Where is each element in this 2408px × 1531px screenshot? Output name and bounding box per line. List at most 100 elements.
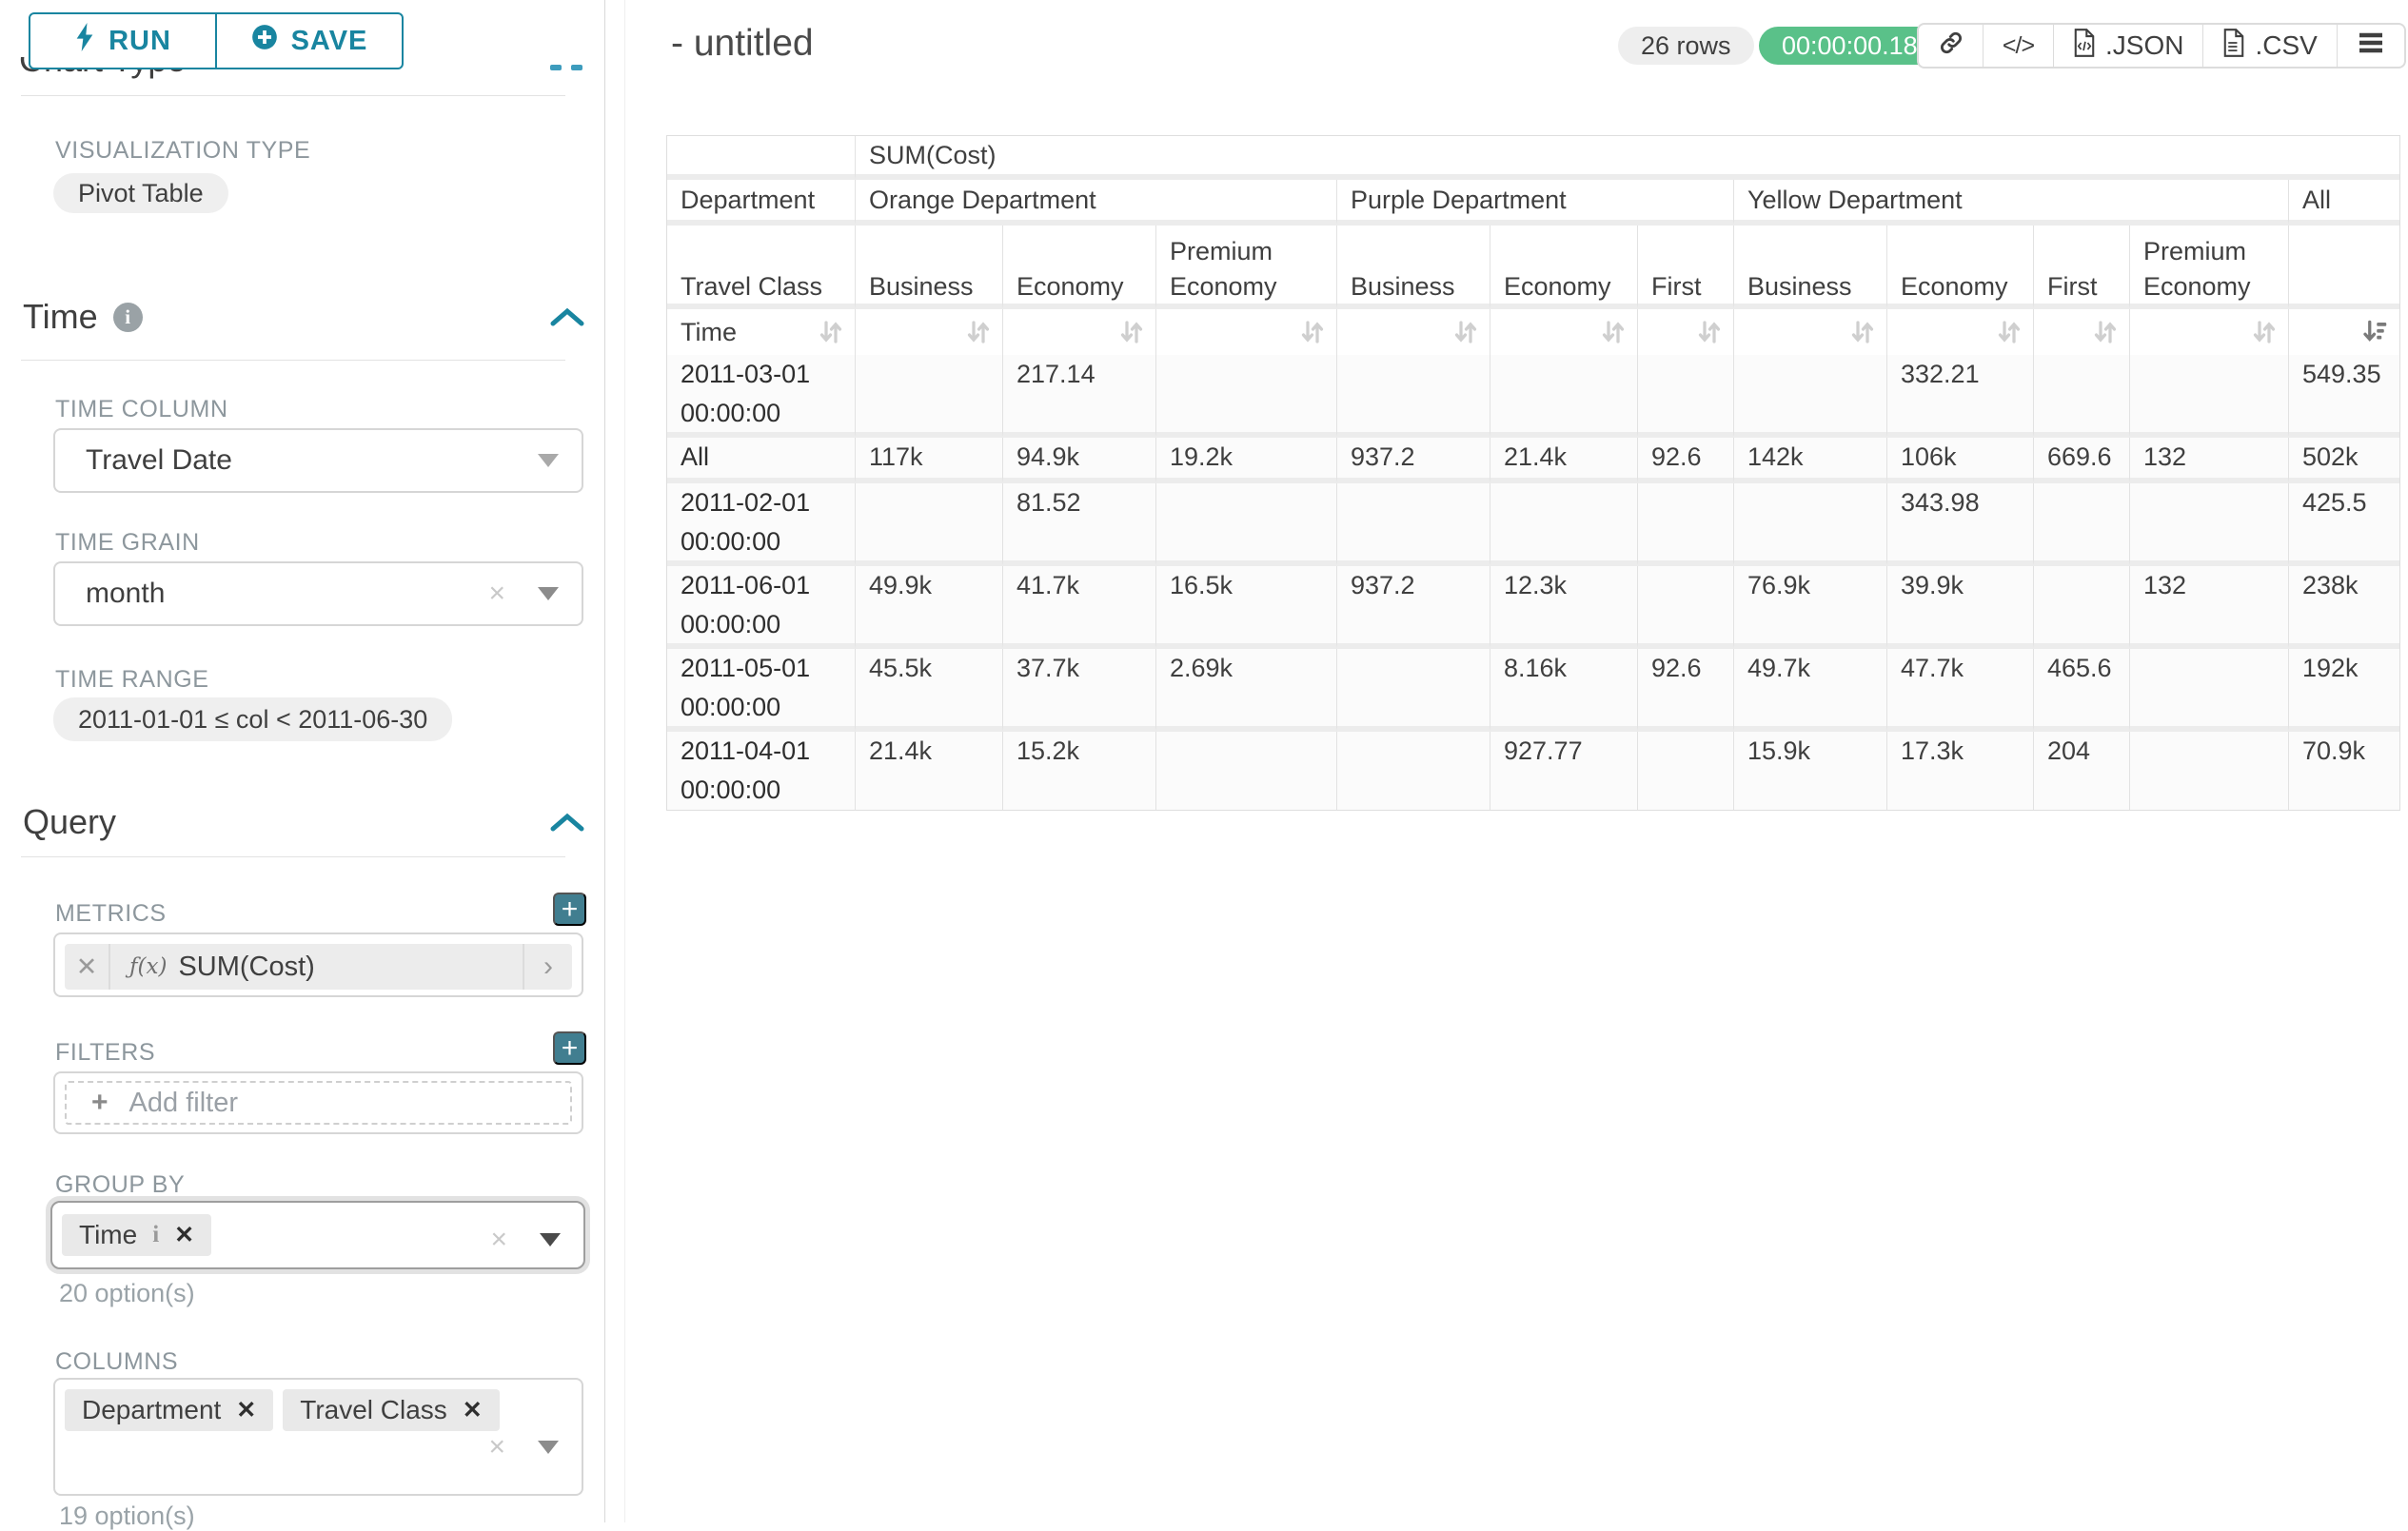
pivot-value-cell (2130, 483, 2289, 566)
collapse-query-section[interactable] (550, 812, 584, 833)
query-duration-badge: 00:00:00.18 (1759, 27, 1941, 65)
time-range-pill[interactable]: 2011-01-01 ≤ col < 2011-06-30 (53, 697, 453, 741)
add-filter-plus-button[interactable]: + (553, 1031, 586, 1065)
group-by-options-hint: 20 option(s) (59, 1279, 195, 1307)
add-filter-button[interactable]: + Add filter (65, 1081, 572, 1125)
function-icon: ƒ(x) (129, 954, 168, 979)
pivot-value-cell: 132 (2130, 438, 2289, 483)
chevron-down-icon[interactable] (540, 1233, 561, 1246)
pivot-value-cell (1638, 732, 1734, 810)
pivot-value-cell: 92.6 (1638, 649, 1734, 732)
sort-toggle-icon[interactable] (1298, 318, 1327, 346)
columns-select[interactable]: Department ✕ Travel Class ✕ × (53, 1378, 583, 1496)
pivot-value-cell (1734, 355, 1887, 438)
info-icon[interactable]: i (112, 302, 143, 332)
scrolled-icon-fragment (571, 65, 582, 70)
pivot-value-cell: 19.2k (1156, 438, 1337, 483)
metric-pill[interactable]: ✕ ƒ(x) SUM(Cost) › (65, 944, 572, 990)
sort-toggle-icon[interactable] (1451, 318, 1480, 346)
pivot-value-cell (1337, 355, 1490, 438)
pivot-sort-cell (1887, 309, 2034, 355)
expand-metric-icon[interactable]: › (523, 944, 572, 990)
pivot-value-cell: 117k (856, 438, 1003, 483)
pivot-metric-header: SUM(Cost) (856, 136, 2400, 180)
run-save-button-group: RUN SAVE (29, 12, 404, 69)
pivot-department-label: Department (667, 180, 856, 226)
pivot-value-cell: 465.6 (2034, 649, 2130, 732)
pivot-value-cell: 132 (2130, 566, 2289, 649)
sort-toggle-icon[interactable] (1695, 318, 1724, 346)
columns-tag-travel-class[interactable]: Travel Class ✕ (283, 1389, 500, 1431)
sort-toggle-icon[interactable] (1117, 318, 1146, 346)
time-section-heading: Time i (23, 297, 143, 337)
table-row: 2011-04-01 00:00:00 21.4k 15.2k 927.77 15.9k… (667, 732, 2400, 810)
export-csv-button[interactable]: .CSV (2203, 25, 2338, 67)
columns-label: COLUMNS (55, 1348, 179, 1375)
sort-toggle-icon[interactable] (1848, 318, 1877, 346)
panel-resize-gutter[interactable] (606, 0, 625, 1522)
pivot-value-cell (856, 483, 1003, 566)
chart-title[interactable]: - untitled (671, 23, 814, 64)
pivot-value-cell: 142k (1734, 438, 1887, 483)
sort-toggle-icon[interactable] (2091, 318, 2120, 346)
chevron-down-icon[interactable] (538, 587, 559, 600)
pivot-sort-cell (1638, 309, 1734, 355)
chevron-down-icon[interactable] (538, 1441, 559, 1454)
clear-icon[interactable]: × (488, 1431, 505, 1462)
tag-label: Department (82, 1395, 222, 1424)
sort-descending-active-icon[interactable] (2361, 318, 2390, 346)
collapse-time-section[interactable] (550, 306, 584, 327)
remove-tag-icon[interactable]: ✕ (462, 1397, 483, 1423)
pivot-value-cell (1638, 483, 1734, 566)
chevron-down-icon[interactable] (538, 454, 559, 467)
table-row: 2011-02-01 00:00:00 81.52 343.98 425.5 (667, 483, 2400, 566)
export-json-button[interactable]: .JSON (2054, 25, 2204, 67)
remove-metric-icon[interactable]: ✕ (65, 944, 110, 990)
pivot-all-column-spacer (2289, 226, 2400, 309)
pivot-value-cell (1156, 732, 1337, 810)
lightning-bolt-icon (74, 23, 95, 59)
sort-toggle-icon[interactable] (1599, 318, 1628, 346)
result-toolbar: </> .JSON .CSV (1917, 23, 2406, 69)
columns-tag-department[interactable]: Department ✕ (65, 1389, 274, 1431)
clear-icon[interactable]: × (488, 578, 505, 609)
add-metric-button[interactable]: + (553, 893, 586, 926)
group-by-select[interactable]: Time i ✕ × (50, 1201, 585, 1269)
pivot-value-cell: 45.5k (856, 649, 1003, 732)
sort-toggle-icon[interactable] (2250, 318, 2279, 346)
time-column-select[interactable]: Travel Date (53, 428, 583, 493)
sort-toggle-icon[interactable] (1995, 318, 2023, 346)
pivot-value-cell (2034, 566, 2130, 649)
sort-toggle-icon[interactable] (964, 318, 993, 346)
table-row: 2011-05-01 00:00:00 45.5k 37.7k 2.69k 8.16k 9… (667, 649, 2400, 732)
copy-link-button[interactable] (1919, 25, 1984, 67)
group-by-tag-time[interactable]: Time i ✕ (62, 1214, 212, 1256)
pivot-value-cell: 47.7k (1887, 649, 2034, 732)
clear-icon[interactable]: × (490, 1224, 507, 1255)
pivot-class-header: Business (1734, 226, 1887, 309)
time-column-label: TIME COLUMN (55, 396, 228, 422)
embed-code-button[interactable]: </> (1984, 25, 2054, 67)
pivot-table: SUM(Cost) Department Orange Department Purp… (667, 136, 2400, 810)
menu-button[interactable] (2338, 25, 2404, 67)
metrics-box: ✕ ƒ(x) SUM(Cost) › (53, 932, 583, 997)
menu-icon (2358, 30, 2384, 61)
visualization-type-pill[interactable]: Pivot Table (53, 173, 228, 213)
metric-name: SUM(Cost) (178, 951, 315, 982)
sort-toggle-icon[interactable] (817, 318, 845, 346)
run-button[interactable]: RUN (29, 12, 216, 69)
pivot-corner-cell (667, 136, 856, 180)
remove-tag-icon[interactable]: ✕ (174, 1222, 195, 1248)
pivot-value-cell: 21.4k (856, 732, 1003, 810)
pivot-value-cell: 669.6 (2034, 438, 2130, 483)
save-button[interactable]: SAVE (216, 12, 404, 69)
pivot-value-cell (1490, 483, 1638, 566)
pivot-sort-cell (1734, 309, 1887, 355)
plus-icon: + (91, 1087, 109, 1118)
time-grain-select[interactable]: month × (53, 561, 583, 626)
pivot-value-cell (1156, 483, 1337, 566)
remove-tag-icon[interactable]: ✕ (236, 1397, 257, 1423)
pivot-value-cell: 937.2 (1337, 438, 1490, 483)
pivot-row-header: 2011-06-01 00:00:00 (667, 566, 856, 649)
time-grain-value: month (86, 578, 166, 609)
